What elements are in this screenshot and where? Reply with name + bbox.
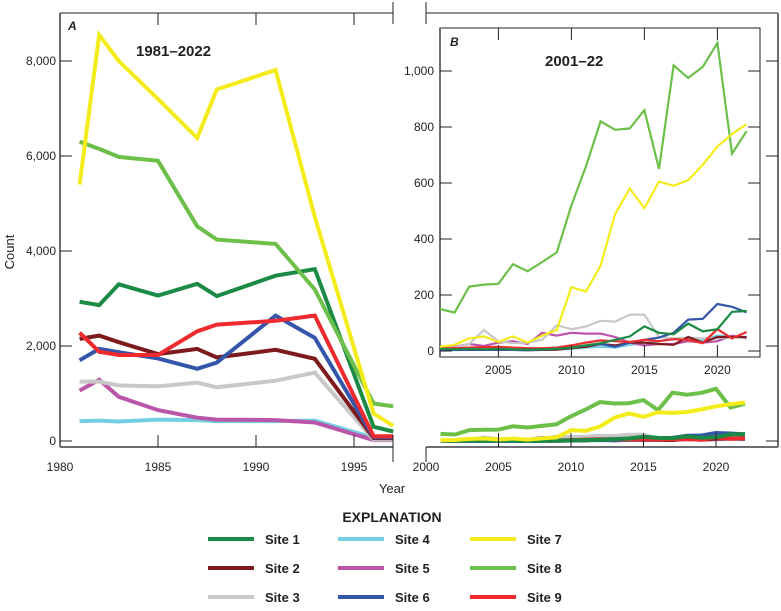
inset-y-tick-label: 600 xyxy=(414,176,434,190)
inset-y-tick-label: 200 xyxy=(414,288,434,302)
panel-b-letter: B xyxy=(450,35,459,49)
legend-label: Site 2 xyxy=(265,561,300,576)
legend-label: Site 8 xyxy=(527,561,562,576)
inset-y-tick-label: 1,000 xyxy=(404,64,434,78)
inset-line-site-3 xyxy=(439,313,747,350)
inset-y-tick-label: 800 xyxy=(414,120,434,134)
legend-item-site-8: Site 8 xyxy=(470,561,562,576)
inset-y-tick-label: 0 xyxy=(427,344,434,358)
inset-x-tick-label: 2005 xyxy=(485,363,512,377)
panel-a-line-site-6 xyxy=(78,313,394,440)
panel-a-x-tick-label: 1990 xyxy=(243,460,270,474)
panel-b-x-tick-label: 2010 xyxy=(558,460,585,474)
panel-a-line-site-2 xyxy=(79,333,394,441)
inset-x-tick-label: 2010 xyxy=(558,363,585,377)
panel-b: 2000 2005 2010 2015 2020 Year xyxy=(379,2,779,496)
inset-line-site-8 xyxy=(439,39,748,314)
panel-a-letter: A xyxy=(67,19,77,33)
legend-title: EXPLANATION xyxy=(342,509,441,525)
panel-b-period-label: 2001–22 xyxy=(545,53,603,70)
panel-b-inset: 0 200 400 600 800 1,000 2005 2010 2015 2020 B 200… xyxy=(404,27,761,377)
panel-a-y-tick-label: 4,000 xyxy=(26,244,56,258)
inset-frame xyxy=(439,27,761,358)
panel-a-y-tick-label: 2,000 xyxy=(26,339,56,353)
panel-b-x-tick-label: 2015 xyxy=(630,460,657,474)
legend-item-site-3: Site 3 xyxy=(208,590,300,605)
panel-b-x-tick-label: 2005 xyxy=(485,460,512,474)
panel-a-x-tick-label: 1985 xyxy=(145,460,172,474)
panel-a-line-site-5 xyxy=(78,377,394,443)
inset-y-tick-label: 400 xyxy=(414,232,434,246)
panel-a-line-site-3 xyxy=(79,370,394,442)
panel-a-x-tick-label: 1980 xyxy=(47,460,74,474)
legend-label: Site 1 xyxy=(265,532,300,547)
panel-a-y-tick-label: 6,000 xyxy=(26,149,56,163)
panel-a-line-site-8 xyxy=(78,139,394,409)
y-axis-title: Count xyxy=(2,234,17,269)
inset-line-site-7 xyxy=(439,123,748,348)
panel-a-line-site-7 xyxy=(77,29,395,428)
panel-a-y-tick-label: 0 xyxy=(49,434,56,448)
inset-x-tick-label: 2015 xyxy=(631,363,658,377)
legend-item-site-2: Site 2 xyxy=(208,561,300,576)
legend-item-site-1: Site 1 xyxy=(208,532,300,547)
inset-x-tick-label: 2020 xyxy=(704,363,731,377)
legend-item-site-6: Site 6 xyxy=(338,590,430,605)
legend-label: Site 4 xyxy=(395,532,430,547)
panel-a-line-site-9 xyxy=(78,313,394,439)
panel-b-line-site-8 xyxy=(440,386,746,437)
x-axis-title: Year xyxy=(379,481,406,496)
legend-label: Site 5 xyxy=(395,561,430,576)
panel-b-line-site-7 xyxy=(440,400,746,443)
legend-label: Site 3 xyxy=(265,590,300,605)
legend-label: Site 6 xyxy=(395,590,430,605)
legend-item-site-5: Site 5 xyxy=(338,561,430,576)
legend-label: Site 7 xyxy=(527,532,562,547)
panel-a-period-label: 1981–2022 xyxy=(136,43,211,60)
legend-item-site-4: Site 4 xyxy=(338,532,430,547)
panel-a-x-tick-label: 1995 xyxy=(341,460,368,474)
legend-item-site-7: Site 7 xyxy=(470,532,562,547)
legend-item-site-9: Site 9 xyxy=(470,590,562,605)
inset-line-site-1 xyxy=(439,309,747,351)
panel-a-line-site-4 xyxy=(79,417,394,441)
panel-b-x-tick-label: 2020 xyxy=(703,460,730,474)
legend: EXPLANATION Site 1 Site 2 Site 3 Site 4 Site… xyxy=(208,509,562,605)
panel-b-x-tick-label: 2000 xyxy=(413,460,440,474)
legend-label: Site 9 xyxy=(527,590,562,605)
panel-a-y-tick-label: 8,000 xyxy=(26,54,56,68)
inset-line-site-9 xyxy=(440,327,748,350)
